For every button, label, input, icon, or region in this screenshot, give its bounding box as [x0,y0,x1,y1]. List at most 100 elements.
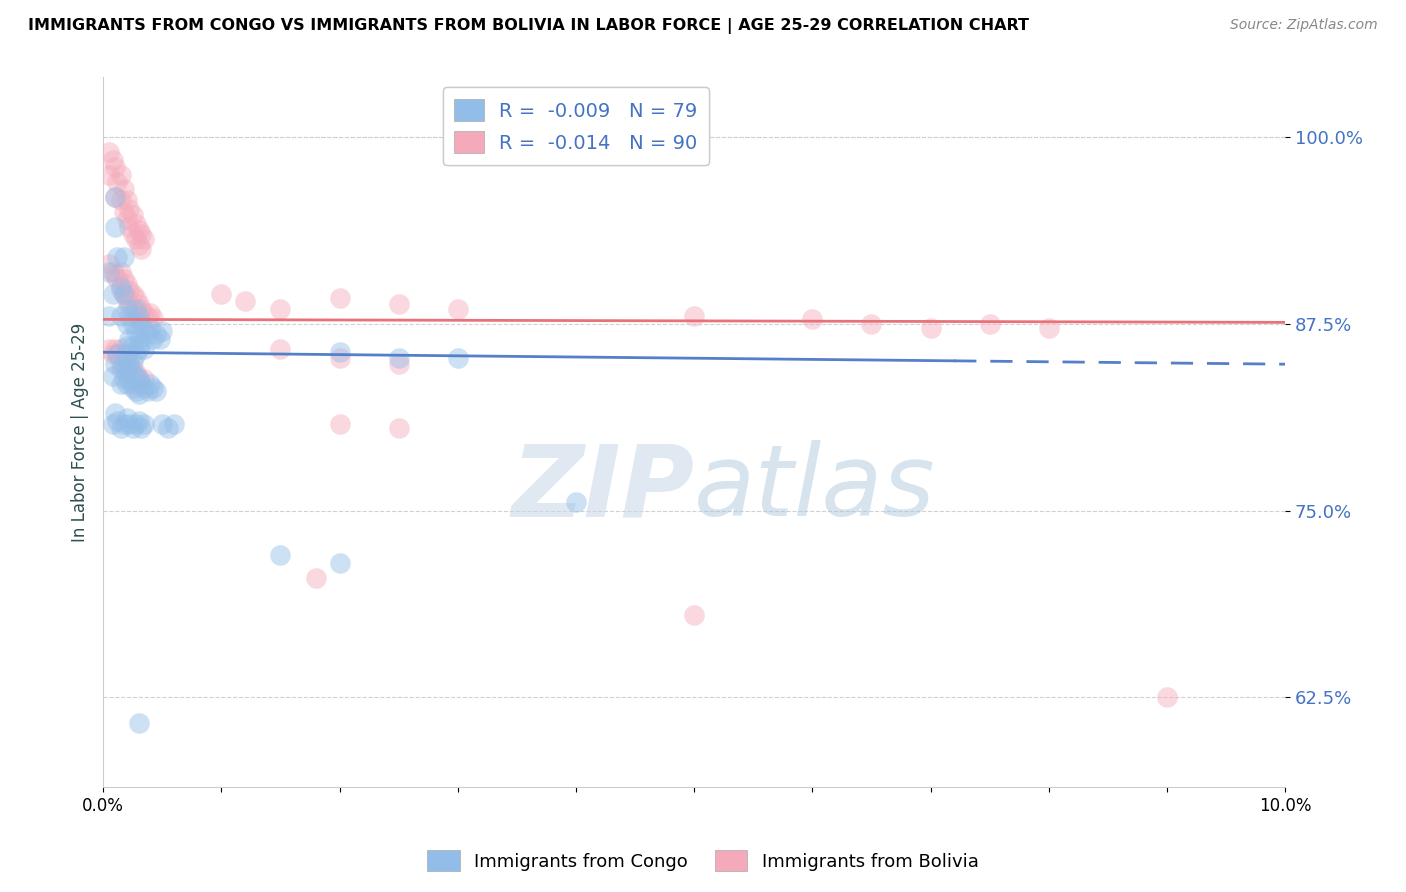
Point [105,175,128,189]
Point [110,283,132,297]
Point [920,321,942,335]
Point [112,287,135,301]
Point [1038,321,1060,335]
Point [125,232,148,246]
Point [110,310,132,324]
Point [112,205,135,219]
Point [104,343,127,357]
Point [801,312,824,326]
Point [115,301,138,316]
Point [115,366,138,380]
Y-axis label: In Labor Force | Age 25-29: In Labor Force | Age 25-29 [72,323,89,541]
Point [101,264,124,278]
Point [115,317,138,331]
Point [447,301,470,316]
Point [118,372,141,386]
Point [115,411,138,425]
Point [163,417,186,431]
Point [328,556,350,570]
Point [105,414,128,428]
Point [128,332,150,346]
Point [129,227,152,242]
Point [269,301,291,316]
Point [129,242,152,256]
Legend: R =  -0.009   N = 79, R =  -0.014   N = 90: R = -0.009 N = 79, R = -0.014 N = 90 [443,87,709,165]
Point [118,357,141,371]
Point [129,376,152,391]
Point [139,321,162,335]
Point [104,190,127,204]
Point [118,202,141,216]
Point [110,361,132,376]
Point [104,219,127,234]
Point [101,287,124,301]
Point [101,347,124,361]
Point [105,250,128,264]
Point [149,332,172,346]
Point [104,407,127,421]
Point [128,297,150,311]
Point [110,193,132,207]
Point [115,212,138,227]
Point [121,421,143,435]
Point [139,306,162,320]
Point [150,324,173,338]
Point [139,376,162,391]
Point [125,369,148,384]
Point [121,317,143,331]
Point [683,608,706,623]
Point [112,372,135,386]
Point [104,190,127,204]
Text: Source: ZipAtlas.com: Source: ZipAtlas.com [1230,18,1378,32]
Point [121,376,143,391]
Point [233,294,256,309]
Text: atlas: atlas [695,441,936,537]
Point [112,347,135,361]
Point [328,292,350,306]
Point [112,361,135,376]
Point [121,361,143,376]
Point [134,343,156,357]
Point [128,343,150,357]
Point [115,339,138,353]
Point [121,339,143,353]
Point [328,345,350,359]
Point [105,272,128,286]
Point [388,421,411,435]
Point [121,381,143,395]
Point [112,287,135,301]
Point [142,332,165,346]
Point [129,317,152,331]
Point [115,193,138,207]
Point [101,153,124,167]
Point [328,351,350,366]
Point [128,223,150,237]
Point [128,387,150,401]
Point [110,376,132,391]
Point [447,351,470,366]
Point [101,369,124,384]
Point [136,384,159,398]
Point [128,372,150,386]
Point [125,324,148,338]
Point [121,287,143,301]
Point [129,376,152,391]
Point [110,279,132,293]
Point [125,306,148,320]
Point [115,292,138,306]
Point [134,372,156,386]
Point [388,351,411,366]
Point [142,381,165,395]
Point [129,301,152,316]
Point [125,347,148,361]
Point [118,219,141,234]
Point [110,264,132,278]
Point [979,317,1001,331]
Point [105,347,128,361]
Point [104,160,127,174]
Point [121,366,143,380]
Point [112,182,135,196]
Legend: Immigrants from Congo, Immigrants from Bolivia: Immigrants from Congo, Immigrants from B… [420,843,986,879]
Point [112,417,135,431]
Point [115,277,138,291]
